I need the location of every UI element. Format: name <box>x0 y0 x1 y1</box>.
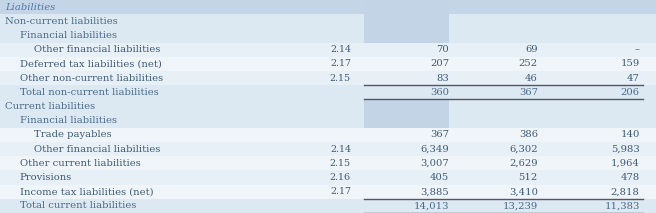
Bar <box>0 170 656 185</box>
Text: 47: 47 <box>626 74 640 83</box>
Text: 3,885: 3,885 <box>420 187 449 196</box>
Text: 512: 512 <box>519 173 538 182</box>
Bar <box>0 156 656 170</box>
Text: Liabilities: Liabilities <box>5 3 56 12</box>
Text: 140: 140 <box>620 130 640 139</box>
Text: 360: 360 <box>430 88 449 97</box>
Text: 5,983: 5,983 <box>611 145 640 154</box>
Text: 159: 159 <box>621 59 640 68</box>
Text: 2,818: 2,818 <box>611 187 640 196</box>
Bar <box>0 142 656 156</box>
Text: 70: 70 <box>437 45 449 54</box>
Text: Trade payables: Trade payables <box>34 130 112 139</box>
Bar <box>0 57 656 71</box>
Text: 478: 478 <box>621 173 640 182</box>
Text: 207: 207 <box>430 59 449 68</box>
Text: Financial liabilities: Financial liabilities <box>20 31 117 40</box>
Text: 6,349: 6,349 <box>420 145 449 154</box>
Bar <box>0 71 656 85</box>
Text: Provisions: Provisions <box>20 173 72 182</box>
Bar <box>0 185 656 199</box>
Bar <box>0 128 656 142</box>
Text: Income tax liabilities (net): Income tax liabilities (net) <box>20 187 154 196</box>
Text: 11,383: 11,383 <box>604 201 640 210</box>
Bar <box>0 99 656 114</box>
Text: 46: 46 <box>525 74 538 83</box>
Text: 3,410: 3,410 <box>509 187 538 196</box>
Bar <box>364 114 449 128</box>
Bar <box>364 28 449 43</box>
Text: Total current liabilities: Total current liabilities <box>20 201 136 210</box>
Text: 3,007: 3,007 <box>420 159 449 168</box>
Text: Total non-current liabilities: Total non-current liabilities <box>20 88 159 97</box>
Text: Financial liabilities: Financial liabilities <box>20 116 117 125</box>
Bar <box>364 14 449 28</box>
Bar <box>364 0 449 14</box>
Text: 2.17: 2.17 <box>330 187 351 196</box>
Text: Other financial liabilities: Other financial liabilities <box>34 145 161 154</box>
Text: 367: 367 <box>430 130 449 139</box>
Text: 2.16: 2.16 <box>330 173 351 182</box>
Text: 386: 386 <box>519 130 538 139</box>
Text: 13,239: 13,239 <box>502 201 538 210</box>
Text: Other non-current liabilities: Other non-current liabilities <box>20 74 163 83</box>
Text: 83: 83 <box>437 74 449 83</box>
Bar <box>0 199 656 213</box>
Text: 405: 405 <box>430 173 449 182</box>
Text: Current liabilities: Current liabilities <box>5 102 95 111</box>
Text: Deferred tax liabilities (net): Deferred tax liabilities (net) <box>20 59 161 68</box>
Text: 252: 252 <box>519 59 538 68</box>
Text: 69: 69 <box>525 45 538 54</box>
Text: –: – <box>634 45 640 54</box>
Text: 2.14: 2.14 <box>330 145 351 154</box>
Bar <box>0 114 656 128</box>
Text: 2,629: 2,629 <box>509 159 538 168</box>
Text: 2.15: 2.15 <box>330 159 351 168</box>
Bar <box>0 43 656 57</box>
Bar <box>0 85 656 99</box>
Bar <box>0 0 656 14</box>
Text: 2.14: 2.14 <box>330 45 351 54</box>
Bar <box>0 14 656 28</box>
Text: 2.15: 2.15 <box>330 74 351 83</box>
Text: Non-current liabilities: Non-current liabilities <box>5 17 118 26</box>
Bar <box>0 28 656 43</box>
Text: 367: 367 <box>519 88 538 97</box>
Text: Other financial liabilities: Other financial liabilities <box>34 45 161 54</box>
Text: 2.17: 2.17 <box>330 59 351 68</box>
Text: 206: 206 <box>621 88 640 97</box>
Text: 1,964: 1,964 <box>611 159 640 168</box>
Text: 14,013: 14,013 <box>414 201 449 210</box>
Text: Other current liabilities: Other current liabilities <box>20 159 140 168</box>
Text: 6,302: 6,302 <box>509 145 538 154</box>
Bar <box>364 99 449 114</box>
